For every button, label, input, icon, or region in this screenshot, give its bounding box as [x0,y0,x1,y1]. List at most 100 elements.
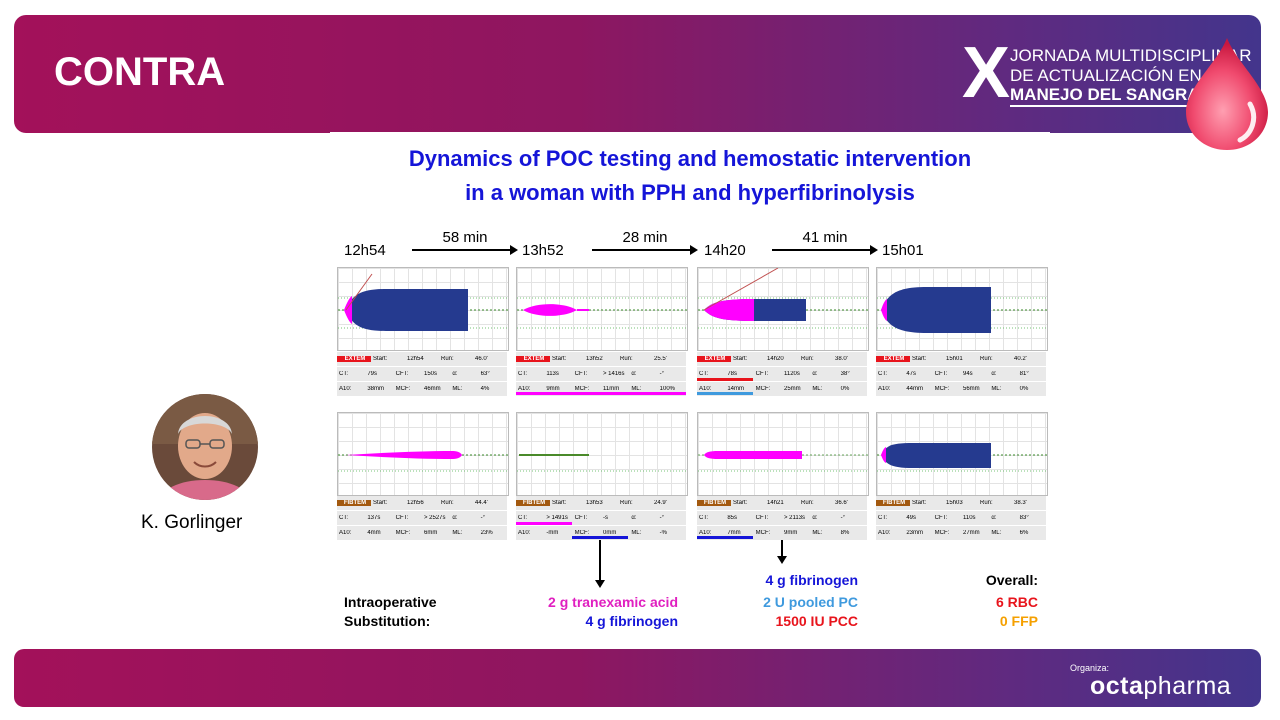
table-value: 150s [423,371,437,377]
extem-tag: EXTEM [516,356,550,362]
table-value: > 2113s [783,515,806,521]
footer-banner [14,649,1261,707]
table-value: 94s [962,371,973,377]
table-key: Start: [733,356,748,362]
table-value: 38° [840,371,850,377]
overall-ffp: 0 FFP [999,613,1038,629]
speaker-avatar [152,394,258,500]
dose2-pooled-pc: 2 U pooled PC [763,594,858,610]
table-key: A10: [518,386,531,392]
table-key: Run: [441,356,454,362]
table-key: ML: [631,530,642,536]
fibtem-tag: FIBTEM [697,500,731,506]
table-value: 0% [840,386,850,392]
table-value: -° [659,371,665,377]
table-value: 12h54 [407,356,424,362]
table-key: A10: [699,530,712,536]
table-value: 63° [480,371,490,377]
event-logo-line2: DE ACTUALIZACIÓN EN EL [1010,66,1228,85]
dose1-fibrinogen: 4 g fibrinogen [585,613,678,629]
extem-trace-2 [516,267,688,351]
table-value: 23% [480,530,493,536]
table-value: 78s [727,371,738,377]
table-key: α: [452,515,458,521]
table-value: 40.2' [1014,356,1027,362]
highlight-underline [697,378,753,381]
table-key: CT: [518,515,527,521]
table-key: CT: [878,371,887,377]
table-key: α: [452,371,458,377]
table-key: CFT: [934,515,948,521]
table-value: 6mm [423,530,438,536]
table-key: A10: [878,530,891,536]
highlight-underline [697,392,753,395]
fibtem-tag: FIBTEM [516,500,550,506]
table-key: CFT: [395,515,409,521]
table-value: 137s [367,515,381,521]
table-value: 9mm [783,530,798,536]
fibtem-trace-2 [516,412,688,496]
table-value: 44mm [906,386,923,392]
event-logo-line3: MANEJO DEL SANGRADO [1010,85,1226,107]
table-key: ML: [991,530,1002,536]
table-value: > 1491s [546,515,568,521]
table-value: 12h56 [407,500,424,506]
table-value: 11mm [602,386,620,392]
table-key: ML: [452,530,463,536]
table-key: MCF: [574,530,590,536]
table-value: 13h53 [586,500,603,506]
table-value: 46mm [423,386,441,392]
extem-tag: EXTEM [337,356,371,362]
dose2-pcc: 1500 IU PCC [775,613,858,629]
table-key: CT: [518,371,527,377]
dose2-fibrinogen: 4 g fibrinogen [765,572,858,588]
table-key: ML: [812,386,823,392]
extem-table-3: EXTEM Start: 14h20 Run: 38.0' CT: 78s CFT: 1120… [697,352,867,397]
table-value: 15h01 [946,356,963,362]
table-key: Run: [441,500,454,506]
table-key: Start: [373,500,388,506]
table-key: CFT: [574,515,588,521]
fibtem-tag: FIBTEM [876,500,910,506]
table-key: Run: [980,500,993,506]
table-value: 8% [840,530,850,536]
table-key: MCF: [755,386,771,392]
extem-tag: EXTEM [876,356,910,362]
sponsor-logo-bold: octa [1090,672,1144,700]
overall-rbc: 6 RBC [995,594,1038,610]
extem-trace-3 [697,267,869,351]
table-key: α: [812,515,818,521]
fibtem-trace-4 [876,412,1048,496]
table-key: α: [812,371,818,377]
figure-title-line2: in a woman with PPH and hyperfibrinolysi… [465,180,915,205]
table-value: 27mm [962,530,980,536]
table-key: CFT: [755,515,769,521]
table-value: -s [602,515,608,521]
table-value: 113s [546,371,559,377]
slide-title: CONTRA [54,50,226,94]
table-value: 83° [1019,515,1029,521]
table-key: MCF: [755,530,771,536]
table-key: CFT: [574,371,588,377]
figure-title-line1: Dynamics of POC testing and hemostatic i… [408,146,972,171]
fibtem-table-1: FIBTEM Start: 12h56 Run: 44.4' CT: 137s CFT: > … [337,496,507,541]
table-value: -% [659,530,667,536]
table-value: -mm [546,530,559,536]
table-value: 56mm [962,386,980,392]
table-value: 13h52 [586,356,603,362]
extem-table-4: EXTEM Start: 15h01 Run: 40.2' CT: 47s CFT: 94s α… [876,352,1046,397]
sponsor-logo-light: pharma [1143,672,1232,700]
fibtem-trace-3 [697,412,869,496]
table-key: A10: [339,386,352,392]
fibtem-table-4: FIBTEM Start: 15h03 Run: 38.3' CT: 49s CFT: 110… [876,496,1046,541]
table-key: CT: [878,515,887,521]
table-key: A10: [518,530,531,536]
table-value: 6% [1019,530,1029,536]
table-key: ML: [631,386,642,392]
time-label-4: 15h01 [882,242,924,259]
sponsor-label: Organiza: [1070,663,1110,673]
table-key: CT: [339,515,348,521]
table-key: CT: [699,371,708,377]
figure-panel: Dynamics of POC testing and hemostatic i… [330,132,1050,670]
interval-label-3: 41 min [802,229,848,246]
